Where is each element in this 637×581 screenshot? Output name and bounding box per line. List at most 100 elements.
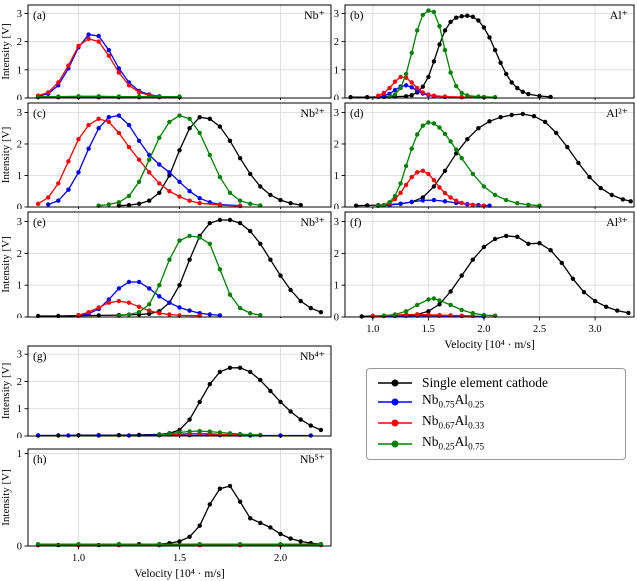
- y-tick-label: 0: [17, 542, 22, 553]
- subplot-f-al3plus: 1.0 1.5 2.0 2.5 3.0 0 1 2 3 Velocity [10⁴ · m/s] (…: [325, 210, 637, 355]
- series-single: [116, 115, 303, 208]
- ion-label-g: Nb⁴⁺: [300, 349, 325, 363]
- ion-label-a: Nb⁺: [304, 8, 325, 22]
- x-tick-label: 1.0: [72, 553, 85, 564]
- y-tick-label: 3: [334, 217, 339, 228]
- y-tick-label: 0: [17, 94, 22, 101]
- y-tick-label: 2: [17, 249, 22, 260]
- panel-label-g: (g): [33, 351, 47, 363]
- series-nb25al75: [96, 113, 263, 208]
- y-tick-label: 1: [334, 65, 339, 76]
- x-tick-label: 2.5: [533, 324, 546, 335]
- panel-label-d: (d): [350, 108, 364, 120]
- y-tick-label: 1: [334, 281, 339, 292]
- ion-label-c: Nb²⁺: [300, 106, 325, 120]
- y-tick-label: 3: [17, 9, 22, 20]
- y-tick-label: 0: [17, 203, 22, 210]
- y-tick-label: 3: [334, 9, 339, 20]
- y-tick-label: 2: [334, 139, 339, 150]
- y-tick-label: 1: [17, 404, 22, 415]
- chart-b-canvas: 0 1 2 3 (b) Al⁺: [334, 4, 635, 105]
- series-nb67al33: [35, 36, 162, 99]
- y-tick-label: 2: [17, 37, 22, 48]
- legend-marker-nb25al75-icon: [378, 440, 412, 448]
- ion-label-f: Al³⁺: [606, 215, 628, 229]
- series-single: [348, 13, 553, 100]
- y-tick-label: 0: [334, 313, 339, 324]
- panel-label-b: (b): [350, 10, 364, 22]
- series-single: [359, 233, 631, 319]
- series-nb25al75: [387, 8, 498, 100]
- panel-label-h: (h): [33, 454, 47, 466]
- subplot-h-nb5plus: 1.0 1.5 2.0 0 1 Intensity [V] Velocity [10⁴ · …: [0, 447, 336, 581]
- chart-f-canvas: 1.0 1.5 2.0 2.5 3.0 0 1 2 3 Velocity [10⁴ · m/s] (…: [334, 211, 635, 351]
- ion-label-d: Al²⁺: [606, 106, 628, 120]
- y-tick-label: 3: [334, 108, 339, 119]
- y-tick-label: 1: [334, 171, 339, 182]
- series-nb67al33: [376, 168, 487, 208]
- y-tick-label: 1: [17, 449, 22, 460]
- legend-entry-nb75al25: Nb0.75Al0.25: [377, 393, 615, 410]
- series-nb67al33: [76, 298, 202, 318]
- y-axis-label: Intensity [V]: [0, 236, 12, 293]
- series-nb25al75: [116, 233, 263, 318]
- legend-entry-single: Single element cathode: [377, 376, 615, 390]
- y-tick-label: 0: [334, 94, 339, 101]
- x-tick-label: 2.0: [477, 324, 490, 335]
- panel-label-a: (a): [33, 10, 46, 22]
- panel-label-f: (f): [350, 217, 362, 229]
- subplot-e-nb3plus: 0 1 2 3 Intensity [V] (e) Nb³⁺: [0, 210, 336, 324]
- legend-label: Single element cathode: [422, 374, 548, 390]
- x-tick-label: 2.0: [274, 553, 287, 564]
- x-axis-label: Velocity [10⁴ · m/s]: [444, 339, 535, 351]
- subplot-c-nb2plus: 0 1 2 3 Intensity [V] (c) Nb²⁺: [0, 101, 336, 214]
- y-tick-label: 1: [17, 171, 22, 182]
- y-tick-label: 2: [334, 249, 339, 260]
- y-tick-label: 2: [17, 139, 22, 150]
- legend-label: Nb0.67Al0.33: [422, 413, 485, 431]
- panel-label-c: (c): [33, 108, 46, 120]
- panel-label-e: (e): [33, 217, 46, 229]
- y-tick-label: 3: [17, 350, 22, 361]
- y-tick-label: 2: [17, 377, 22, 388]
- y-tick-label: 3: [17, 108, 22, 119]
- chart-a-canvas: 0 1 2 3 Intensity [V] (a) Nb⁺: [0, 4, 332, 105]
- chart-e-canvas: 0 1 2 3 Intensity [V] (e) Nb³⁺: [0, 211, 332, 324]
- chart-g-canvas: 0 1 2 3 Intensity [V] (g) Nb⁴⁺: [0, 345, 332, 443]
- legend-label: Nb0.75Al0.25: [422, 392, 485, 411]
- y-axis-label: Intensity [V]: [0, 23, 12, 80]
- series-nb25al75: [35, 542, 324, 547]
- y-tick-label: 1: [17, 281, 22, 292]
- x-axis-label: Velocity [10⁴ · m/s]: [134, 568, 225, 580]
- y-axis-label: Intensity [V]: [0, 363, 12, 420]
- y-axis-label: Intensity [V]: [0, 469, 12, 526]
- y-axis-label: Intensity [V]: [0, 127, 12, 184]
- chart-h-canvas: 1.0 1.5 2.0 0 1 Intensity [V] Velocity [10⁴ · …: [0, 448, 332, 580]
- ion-label-b: Al⁺: [610, 8, 628, 22]
- chart-c-canvas: 0 1 2 3 Intensity [V] (c) Nb²⁺: [0, 102, 332, 214]
- y-tick-label: 0: [17, 432, 22, 439]
- series-nb67al33: [376, 74, 487, 100]
- subplot-a-nb1plus: 0 1 2 3 Intensity [V] (a) Nb⁺: [0, 2, 336, 105]
- x-tick-label: 1.0: [366, 324, 379, 335]
- subplot-d-al2plus: 0 1 2 3 (d) Al²⁺: [325, 101, 637, 214]
- legend-marker-nb75al25-icon: [378, 398, 412, 406]
- y-tick-label: 3: [17, 217, 22, 228]
- legend-marker-nb67al33-icon: [378, 419, 412, 427]
- subplot-g-nb4plus: 0 1 2 3 Intensity [V] (g) Nb⁴⁺: [0, 344, 336, 443]
- legend: Single element cathode Nb0.75Al0.25 Nb0.67…: [366, 368, 626, 460]
- legend-marker-single-icon: [378, 379, 412, 387]
- subplot-b-al1plus: 0 1 2 3 (b) Al⁺: [325, 2, 637, 105]
- legend-entry-nb67al33: Nb0.67Al0.33: [377, 414, 615, 431]
- legend-label: Nb0.25Al0.75: [422, 434, 485, 452]
- x-tick-label: 3.0: [589, 324, 602, 335]
- y-tick-label: 1: [17, 65, 22, 76]
- x-tick-label: 1.5: [173, 553, 186, 564]
- y-tick-label: 2: [334, 37, 339, 48]
- chart-d-canvas: 0 1 2 3 (d) Al²⁺: [334, 102, 635, 214]
- series-nb67al33: [35, 116, 243, 209]
- legend-entry-nb25al75: Nb0.25Al0.75: [377, 435, 615, 452]
- series-nb25al75: [157, 428, 263, 438]
- x-tick-label: 1.5: [422, 324, 435, 335]
